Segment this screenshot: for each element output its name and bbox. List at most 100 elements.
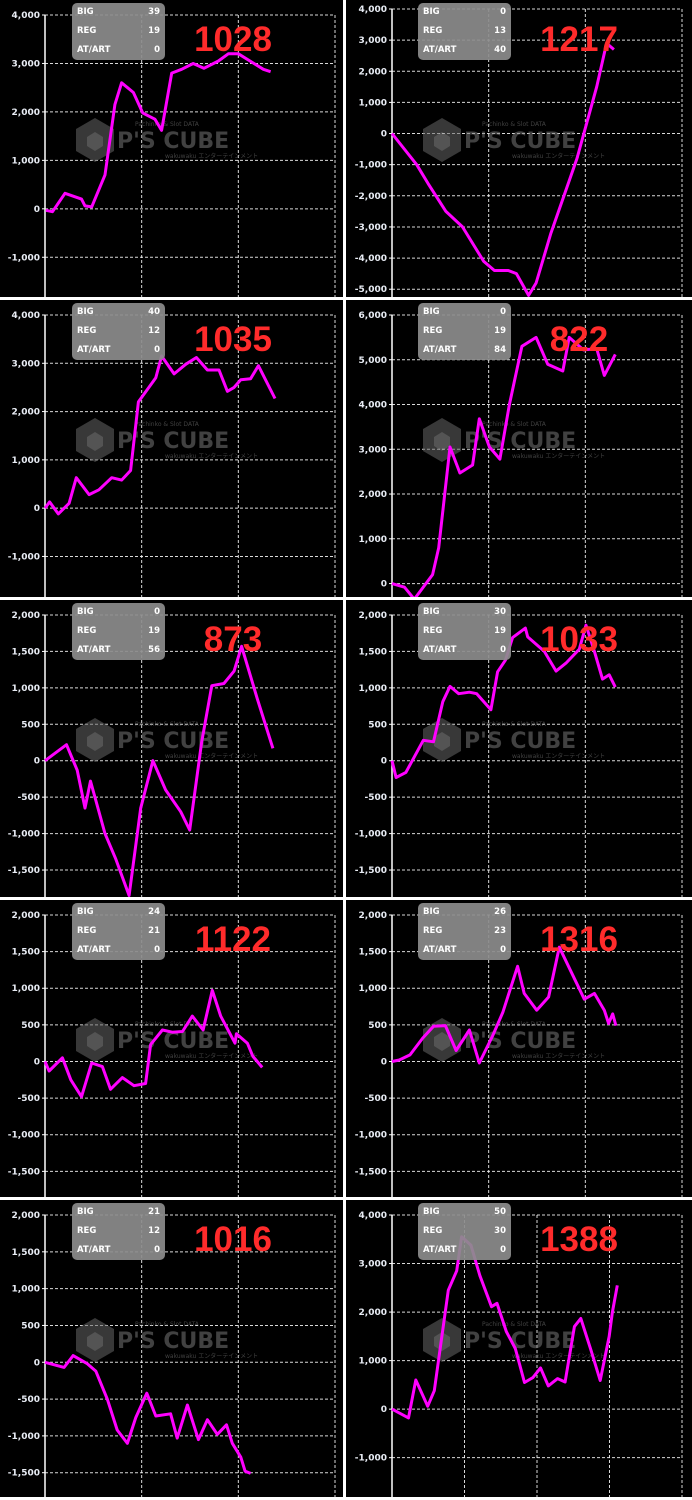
info-row-reg: REG 19 [423, 626, 506, 638]
y-tick-label: 0 [381, 580, 387, 590]
chart-panel-822: 6,000 5,000 4,000 3,000 2,000 1,000 0 P'S CUBE P… [346, 300, 692, 597]
y-tick-label: 2,000 [12, 108, 40, 118]
y-tick-label: 3,000 [359, 36, 387, 46]
y-tick-label: 0 [34, 205, 40, 215]
info-row-big: BIG 50 [423, 1207, 506, 1219]
info-label: AT/ART [77, 1245, 111, 1255]
line-chart: 2,000 1,500 1,000 500 0 -500 -1,000 -1,500 P'S C… [355, 611, 683, 897]
info-value: 0 [154, 45, 160, 55]
line-chart: 4,000 3,000 2,000 1,000 0 -1,000 P'S CUBEPachi… [8, 11, 336, 297]
y-tick-label: 0 [34, 1358, 40, 1368]
y-tick-label: 1,000 [12, 984, 40, 994]
info-label: REG [77, 926, 97, 936]
y-tick-label: -1,500 [355, 1167, 387, 1177]
info-label: AT/ART [77, 645, 111, 655]
machine-number: 1035 [194, 320, 272, 359]
info-value: 30 [494, 1226, 506, 1236]
chart-panel-873: 2,000 1,500 1,000 500 0 -500 -1,000 -1,500 P'S C… [0, 600, 343, 897]
series-line [44, 644, 275, 897]
info-row-big: BIG 0 [77, 607, 160, 619]
info-row-at-art: AT/ART 0 [77, 45, 160, 57]
y-tick-label: 4,000 [359, 5, 387, 15]
info-label: REG [423, 926, 443, 936]
info-value: 19 [148, 26, 160, 36]
info-label: AT/ART [423, 945, 457, 955]
info-label: BIG [423, 607, 440, 617]
info-row-at-art: AT/ART 0 [77, 945, 160, 957]
y-tick-label: -1,000 [8, 552, 40, 562]
watermark-top: Pachinko & Slot DATA [482, 1021, 547, 1028]
y-tick-label: 1,000 [12, 684, 40, 694]
info-value: 26 [494, 907, 506, 917]
line-chart: 2,000 1,500 1,000 500 0 -500 -1,000 -1,500 P'S C… [355, 911, 683, 1197]
y-tick-label: -500 [17, 1094, 40, 1104]
y-tick-label: 1,000 [359, 1357, 387, 1367]
y-tick-label: 3,000 [12, 359, 40, 369]
line-chart: 4,000 3,000 2,000 1,000 0 -1,000 P'S CUBEPachi… [8, 311, 336, 597]
info-value: 0 [154, 607, 160, 617]
y-tick-label: 1,500 [12, 948, 40, 958]
y-tick-label: 6,000 [359, 311, 387, 321]
machine-number: 1316 [540, 920, 618, 959]
watermark-top: Pachinko & Slot DATA [135, 421, 200, 428]
chart-panel-1016: 2,000 1,500 1,000 500 0 -500 -1,000 -1,500 P'S C… [0, 1200, 343, 1497]
info-row-at-art: AT/ART 40 [423, 45, 506, 57]
y-tick-label: 500 [21, 720, 40, 730]
info-label: BIG [423, 7, 440, 17]
chart-panel-1122: 2,000 1,500 1,000 500 0 -500 -1,000 -1,500 P'S C… [0, 900, 343, 1197]
y-tick-label: 0 [34, 757, 40, 767]
info-row-big: BIG 0 [423, 307, 506, 319]
info-label: AT/ART [423, 45, 457, 55]
machine-number: 1217 [540, 20, 618, 59]
y-tick-label: 2,000 [12, 911, 40, 921]
watermark-bottom: wakuwaku エンターテインメント [512, 152, 605, 160]
y-tick-label: 0 [381, 757, 387, 767]
y-tick-label: 2,000 [12, 611, 40, 621]
info-label: REG [77, 626, 97, 636]
info-row-at-art: AT/ART 0 [423, 645, 506, 657]
info-row-reg: REG 19 [77, 26, 160, 38]
watermark-bottom: wakuwaku エンターテインメント [512, 1352, 605, 1360]
watermark-brand: P'S CUBE [464, 1329, 576, 1354]
info-value: 0 [500, 1245, 506, 1255]
watermark-bottom: wakuwaku エンターテインメント [165, 752, 258, 760]
info-value: 19 [494, 326, 506, 336]
chart-panel-1388: 4,000 3,000 2,000 1,000 0 -1,000 P'S CUBE Pachi… [346, 1200, 692, 1497]
watermark-bottom: wakuwaku エンターテインメント [512, 452, 605, 460]
y-tick-label: -500 [364, 793, 387, 803]
y-tick-label: 1,000 [12, 156, 40, 166]
watermark-brand: P'S CUBE [464, 1029, 576, 1054]
line-chart: 2,000 1,500 1,000 500 0 -500 -1,000 -1,500 P'S C… [8, 611, 336, 897]
watermark-top: Pachinko & Slot DATA [482, 721, 547, 728]
info-label: AT/ART [423, 1245, 457, 1255]
bonus-info-box: BIG 21 REG 12 AT/ART 0 [72, 1203, 165, 1260]
chart-panel-1217: 4,000 3,000 2,000 1,000 0 -1,000 -2,000 -3,000 -… [346, 0, 692, 297]
watermark-brand: P'S CUBE [464, 729, 576, 754]
y-tick-label: 0 [381, 1057, 387, 1067]
machine-number: 1016 [194, 1220, 272, 1259]
info-value: 0 [154, 345, 160, 355]
info-row-big: BIG 40 [77, 307, 160, 319]
y-tick-label: -1,000 [355, 830, 387, 840]
y-tick-label: -500 [17, 1395, 40, 1405]
watermark-bottom: wakuwaku エンターテインメント [512, 752, 605, 760]
machine-number: 873 [203, 620, 263, 659]
y-tick-label: 2,000 [12, 1211, 40, 1221]
info-row-big: BIG 0 [423, 7, 506, 19]
y-tick-label: -4,000 [355, 254, 387, 264]
y-tick-label: -1,000 [8, 1131, 40, 1141]
info-label: BIG [423, 1207, 440, 1217]
y-tick-label: -1,000 [355, 161, 387, 171]
y-tick-label: 0 [381, 1405, 387, 1415]
watermark-bottom: wakuwaku エンターテインメント [165, 152, 258, 160]
series-line [391, 335, 617, 597]
info-value: 13 [494, 26, 506, 36]
watermark-bottom: wakuwaku エンターテインメント [512, 1052, 605, 1060]
y-tick-label: -1,000 [8, 253, 40, 263]
y-tick-label: -2,000 [355, 192, 387, 202]
y-tick-label: -1,500 [8, 866, 40, 876]
